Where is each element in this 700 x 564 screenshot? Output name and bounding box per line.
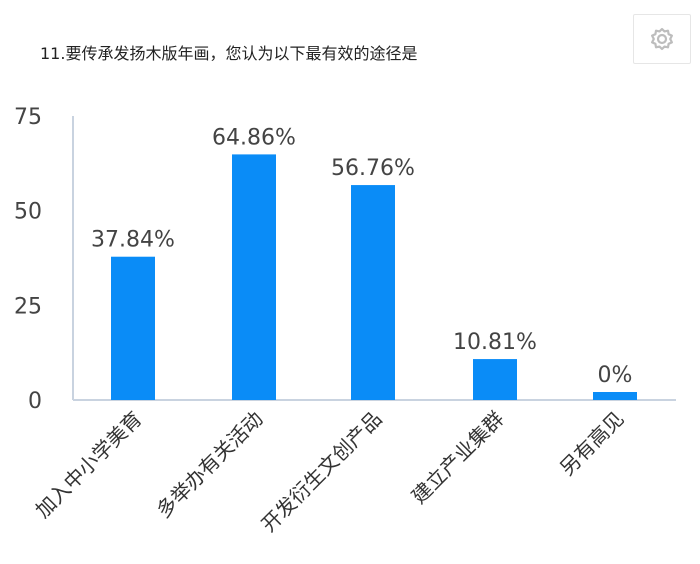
y-tick-label: 0 — [28, 389, 42, 414]
gear-icon — [651, 27, 673, 51]
y-tick-label: 25 — [14, 294, 42, 319]
category-label: 另有高见 — [555, 407, 629, 481]
bar[interactable] — [111, 256, 155, 400]
y-tick-label: 50 — [14, 200, 42, 225]
bar[interactable] — [232, 154, 276, 400]
bar[interactable] — [473, 359, 517, 400]
y-tick-label: 75 — [14, 105, 42, 130]
data-label: 0% — [598, 363, 633, 388]
settings-button[interactable] — [633, 14, 691, 64]
category-label: 开发衍生文创产品 — [256, 407, 386, 537]
bar[interactable] — [351, 185, 395, 400]
category-label: 多举办有关活动 — [152, 407, 268, 523]
bar[interactable] — [593, 392, 637, 400]
data-label: 56.76% — [331, 156, 415, 181]
question-title: 11.要传承发扬木版年画，您认为以下最有效的途径是 — [40, 44, 418, 63]
data-label: 64.86% — [212, 125, 296, 150]
data-label: 10.81% — [453, 330, 537, 355]
category-label: 建立产业集群 — [407, 407, 509, 509]
category-label: 加入中小学美育 — [31, 407, 147, 523]
data-label: 37.84% — [91, 228, 175, 253]
